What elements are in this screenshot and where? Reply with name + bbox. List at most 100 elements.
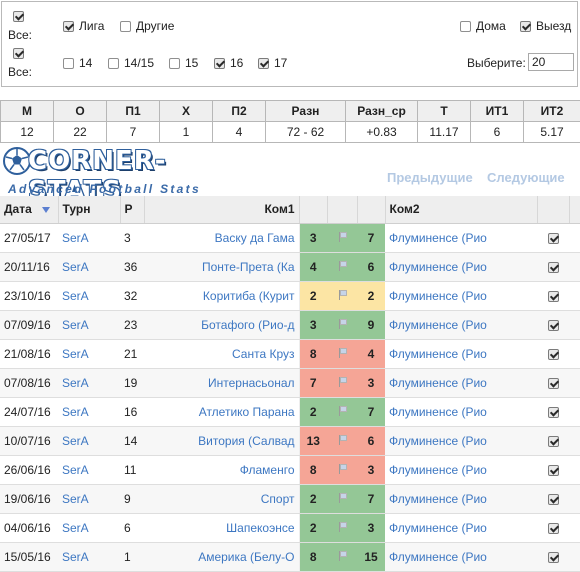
away-team-link[interactable]: Флуминенсе (Рио [385, 513, 537, 542]
row-select-checkbox[interactable] [548, 320, 559, 331]
away-team-link[interactable]: Флуминенсе (Рио [385, 368, 537, 397]
away-checkbox[interactable] [520, 21, 531, 32]
season-checkbox-16[interactable] [214, 58, 225, 69]
row-select-checkbox[interactable] [548, 552, 559, 563]
away-team-link[interactable]: Флуминенсе (Рио [385, 455, 537, 484]
home-team-link[interactable]: Спорт [144, 484, 299, 513]
season-filter-15[interactable]: 15 [169, 56, 198, 70]
summary-value-draws: 1 [160, 122, 213, 143]
summary-value-diff-avg: +0.83 [346, 122, 418, 143]
away-team-link[interactable]: Флуминенсе (Рио [385, 252, 537, 281]
league-filter[interactable]: Лига [63, 19, 104, 33]
header-spacer [569, 196, 580, 223]
tournament-link[interactable]: SerA [58, 281, 120, 310]
away-team-link[interactable]: Флуминенсе (Рио [385, 484, 537, 513]
season-checkbox-14[interactable] [63, 58, 74, 69]
tournament-link[interactable]: SerA [58, 426, 120, 455]
choose-count-input[interactable] [528, 53, 574, 71]
season-filter-14[interactable]: 14 [63, 56, 92, 70]
home-checkbox[interactable] [460, 21, 471, 32]
away-team-link[interactable]: Флуминенсе (Рио [385, 281, 537, 310]
row-select-cell [537, 455, 569, 484]
tournament-all-checkbox[interactable] [13, 11, 24, 22]
summary-table: М О П1 Х П2 Разн Разн_ср Т ИТ1 ИТ2 12 22… [0, 100, 580, 143]
home-team-link[interactable]: Ботафого (Рио-д [144, 310, 299, 339]
seasons-all-checkbox[interactable] [13, 48, 24, 59]
tournament-link[interactable]: SerA [58, 484, 120, 513]
other-checkbox[interactable] [120, 21, 131, 32]
corner-flag-cell [327, 542, 357, 571]
home-team-link[interactable]: Америка (Белу-О [144, 542, 299, 571]
home-team-link[interactable]: Коритиба (Курит [144, 281, 299, 310]
tournament-link[interactable]: SerA [58, 542, 120, 571]
matches-header-row: Дата Турн Р Ком1 Ком2 [0, 196, 580, 223]
away-team-link[interactable]: Флуминенсе (Рио [385, 310, 537, 339]
away-label: Выезд [536, 19, 571, 33]
row-select-checkbox[interactable] [548, 407, 559, 418]
header-select [537, 196, 569, 223]
away-filter[interactable]: Выезд [520, 19, 571, 33]
tournament-link[interactable]: SerA [58, 252, 120, 281]
summary-value-row: 12 22 7 1 4 72 - 62 +0.83 11.17 6 5.17 [1, 122, 580, 143]
previous-link[interactable]: Предыдущие [387, 170, 473, 185]
tournament-link[interactable]: SerA [58, 397, 120, 426]
row-select-cell [537, 223, 569, 252]
home-filter[interactable]: Дома [460, 19, 506, 33]
home-team-link[interactable]: Интернасьонал [144, 368, 299, 397]
tournament-link[interactable]: SerA [58, 513, 120, 542]
home-team-link[interactable]: Понте-Прета (Ка [144, 252, 299, 281]
next-link[interactable]: Следующие [487, 170, 565, 185]
row-select-checkbox[interactable] [548, 233, 559, 244]
league-checkbox[interactable] [63, 21, 74, 32]
season-filter-16[interactable]: 16 [214, 56, 243, 70]
row-select-checkbox[interactable] [548, 291, 559, 302]
row-select-checkbox[interactable] [548, 494, 559, 505]
tournament-link[interactable]: SerA [58, 455, 120, 484]
header-away-team[interactable]: Ком2 [385, 196, 537, 223]
row-select-cell [537, 252, 569, 281]
away-team-link[interactable]: Флуминенсе (Рио [385, 223, 537, 252]
row-select-checkbox[interactable] [548, 378, 559, 389]
summary-value-it2: 5.17 [524, 122, 580, 143]
sort-desc-icon[interactable] [42, 207, 50, 213]
home-team-link[interactable]: Шапекоэнсе [144, 513, 299, 542]
away-corners: 15 [357, 542, 385, 571]
summary-header-wins: П1 [107, 101, 160, 122]
home-team-link[interactable]: Фламенго [144, 455, 299, 484]
round-number: 19 [120, 368, 144, 397]
summary-header-it2: ИТ2 [524, 101, 580, 122]
row-select-checkbox[interactable] [548, 349, 559, 360]
tournament-link[interactable]: SerA [58, 223, 120, 252]
home-team-link[interactable]: Санта Круз [144, 339, 299, 368]
away-team-link[interactable]: Флуминенсе (Рио [385, 542, 537, 571]
corner-flag-icon [338, 522, 346, 532]
match-date: 07/08/16 [0, 368, 58, 397]
away-team-link[interactable]: Флуминенсе (Рио [385, 397, 537, 426]
season-checkbox-15[interactable] [169, 58, 180, 69]
home-team-link[interactable]: Витория (Салвад [144, 426, 299, 455]
summary-header-row: М О П1 Х П2 Разн Разн_ср Т ИТ1 ИТ2 [1, 101, 580, 122]
row-select-checkbox[interactable] [548, 436, 559, 447]
tournament-link[interactable]: SerA [58, 339, 120, 368]
other-filter[interactable]: Другие [120, 19, 174, 33]
home-team-link[interactable]: Атлетико Парана [144, 397, 299, 426]
season-filter-17[interactable]: 17 [258, 56, 287, 70]
header-tournament[interactable]: Турн [58, 196, 120, 223]
row-select-checkbox[interactable] [548, 465, 559, 476]
season-checkbox-14-15[interactable] [108, 58, 119, 69]
away-team-link[interactable]: Флуминенсе (Рио [385, 426, 537, 455]
tournament-link[interactable]: SerA [58, 310, 120, 339]
season-filter-14-15[interactable]: 14/15 [108, 56, 154, 70]
tournament-link[interactable]: SerA [58, 368, 120, 397]
header-flag [327, 196, 357, 223]
away-corners: 7 [357, 223, 385, 252]
away-team-link[interactable]: Флуминенсе (Рио [385, 339, 537, 368]
header-round[interactable]: Р [120, 196, 144, 223]
season-checkbox-17[interactable] [258, 58, 269, 69]
home-team-link[interactable]: Васку да Гама [144, 223, 299, 252]
row-select-checkbox[interactable] [548, 523, 559, 534]
header-date[interactable]: Дата [0, 196, 58, 223]
header-home-team[interactable]: Ком1 [144, 196, 299, 223]
row-select-checkbox[interactable] [548, 262, 559, 273]
